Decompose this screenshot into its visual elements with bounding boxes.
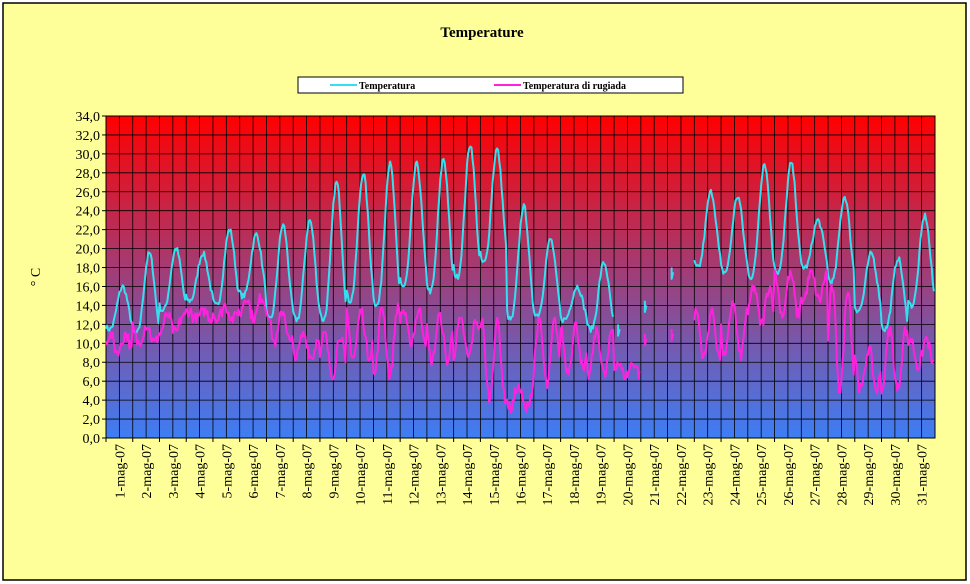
series-line-temperatura-di-rugiada (670, 329, 675, 342)
y-tick-label: 2,0 (83, 413, 101, 428)
plot-border (105, 115, 936, 439)
legend-box (297, 76, 684, 94)
y-tick-label: 0,0 (83, 432, 101, 447)
y-tick-label: 10,0 (76, 337, 101, 352)
y-tick-label: 34,0 (76, 110, 101, 125)
x-axis-ticks: 1-mag-07 2-mag-07 3-mag-07 4-mag-07 5-mag-07… (105, 438, 931, 505)
y-tick-label: 12,0 (76, 318, 101, 333)
x-tick-label: 28-mag-07 (835, 444, 850, 505)
x-tick-label: 27-mag-07 (809, 444, 824, 505)
x-tick-label: 26-mag-07 (782, 444, 797, 505)
x-tick-label: 30-mag-07 (889, 444, 904, 505)
series-line-temperatura-di-rugiada (643, 333, 648, 347)
y-axis-label: ° C (29, 268, 44, 286)
y-tick-label: 14,0 (76, 299, 101, 314)
series-line-temperatura-di-rugiada (693, 269, 934, 395)
series-line-temperatura (643, 300, 648, 313)
x-tick-label: 6-mag-07 (247, 444, 262, 498)
legend: Temperatura Temperatura di rugiada (297, 76, 684, 94)
x-tick-label: 19-mag-07 (595, 444, 610, 505)
x-tick-label: 7-mag-07 (274, 444, 289, 498)
y-tick-label: 22,0 (76, 224, 101, 239)
x-tick-label: 22-mag-07 (675, 444, 690, 505)
x-tick-label: 21-mag-07 (648, 444, 663, 505)
x-tick-label: 11-mag-07 (381, 444, 396, 505)
x-tick-label: 5-mag-07 (220, 444, 235, 498)
x-tick-label: 25-mag-07 (755, 444, 770, 505)
x-tick-label: 13-mag-07 (434, 444, 449, 505)
x-tick-label: 29-mag-07 (862, 444, 877, 505)
y-tick-label: 30,0 (76, 148, 101, 163)
x-tick-label: 1-mag-07 (113, 444, 128, 498)
series-line-temperatura (617, 324, 621, 337)
x-tick-label: 23-mag-07 (702, 444, 717, 505)
y-tick-label: 26,0 (76, 186, 101, 201)
x-tick-label: 2-mag-07 (140, 444, 155, 498)
legend-label-temperatura-di-rugiada: Temperatura di rugiada (523, 81, 626, 92)
y-tick-label: 6,0 (83, 375, 101, 390)
y-tick-label: 16,0 (76, 280, 101, 295)
x-tick-label: 31-mag-07 (916, 444, 931, 505)
series-layer (105, 145, 935, 414)
x-tick-label: 12-mag-07 (408, 444, 423, 505)
legend-label-temperatura: Temperatura (359, 81, 415, 92)
x-tick-label: 4-mag-07 (194, 444, 209, 498)
series-line-temperatura (105, 145, 614, 335)
y-tick-label: 4,0 (83, 394, 101, 409)
x-tick-label: 16-mag-07 (515, 444, 530, 505)
y-axis-ticks: 0,0 2,0 4,0 6,0 8,0 10,0 12,0 14,0 16,0 18,0 20,0 2… (76, 110, 106, 447)
x-tick-label: 18-mag-07 (568, 444, 583, 505)
x-tick-label: 24-mag-07 (728, 444, 743, 505)
x-tick-label: 3-mag-07 (167, 444, 182, 498)
y-tick-label: 8,0 (83, 356, 101, 371)
y-tick-label: 24,0 (76, 205, 101, 220)
series-line-temperatura-di-rugiada (105, 293, 641, 414)
x-tick-label: 14-mag-07 (461, 444, 476, 505)
x-tick-label: 10-mag-07 (354, 444, 369, 505)
series-line-temperatura (693, 161, 935, 333)
x-tick-label: 15-mag-07 (488, 444, 503, 505)
chart-title: Temperature (440, 25, 524, 41)
x-tick-label: 9-mag-07 (327, 444, 342, 498)
x-tick-label: 8-mag-07 (301, 444, 316, 498)
y-tick-label: 32,0 (76, 129, 101, 144)
y-tick-label: 18,0 (76, 262, 101, 277)
x-tick-label: 20-mag-07 (621, 444, 636, 505)
y-tick-label: 20,0 (76, 243, 101, 258)
y-tick-label: 28,0 (76, 167, 101, 182)
x-tick-label: 17-mag-07 (541, 444, 556, 505)
series-line-temperatura (670, 267, 675, 280)
